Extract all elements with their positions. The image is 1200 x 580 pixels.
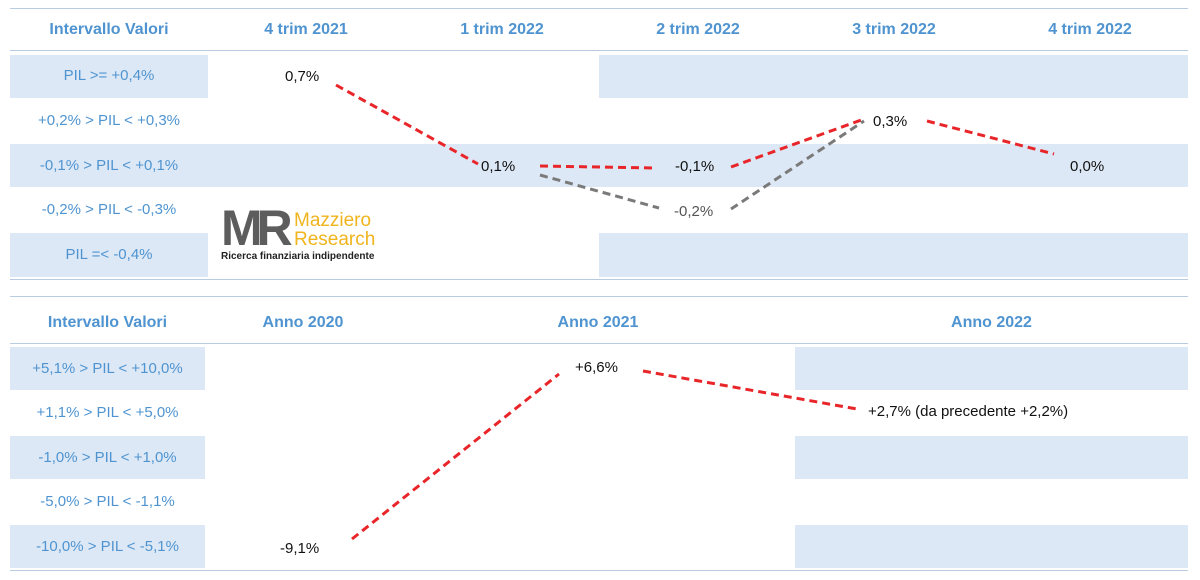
header-range: Intervallo Valori (49, 21, 169, 38)
value-label-4trim2022: 0,0% (1070, 158, 1105, 175)
row-band (795, 436, 1188, 479)
row-label: +1,1% > PIL < +5,0% (36, 404, 179, 421)
row-band (599, 233, 1188, 277)
column-header: 1 trim 2022 (460, 21, 544, 38)
red-segment (539, 164, 656, 170)
logo-name: Research (294, 229, 376, 250)
value-label-2trim2022-previous: -0,2% (674, 203, 714, 220)
value-label-2020: -9,1% (280, 540, 320, 557)
row-label: PIL =< -0,4% (65, 246, 153, 263)
row-label: -10,0% > PIL < -5,1% (36, 538, 179, 555)
row-label: +0,2% > PIL < +0,3% (37, 112, 181, 129)
top-rule (10, 296, 1188, 297)
value-label-1trim2022: 0,1% (481, 158, 516, 175)
column-header: Anno 2022 (951, 314, 1032, 331)
row-band (10, 144, 1188, 187)
red-segment (926, 119, 1055, 156)
red-segment (335, 83, 479, 166)
column-header: Anno 2020 (262, 314, 344, 331)
column-header: Anno 2021 (557, 314, 639, 331)
red-segment (642, 369, 858, 411)
header-divider (10, 50, 1188, 51)
value-label-2trim2022: -0,1% (675, 158, 715, 175)
row-band (10, 233, 208, 277)
row-label: -5,0% > PIL < -1,1% (40, 493, 175, 510)
logo-name: Mazziero (294, 210, 372, 231)
mazziero-research-logo: MR Mazziero Research Ricerca finanziaria… (221, 203, 411, 265)
gray-segment (539, 173, 660, 210)
column-header: 2 trim 2022 (656, 21, 740, 38)
value-label-2022: +2,7% (da precedente +2,2%) (868, 403, 1069, 420)
row-band (10, 55, 208, 98)
logo-mark: MR (221, 200, 293, 256)
bottom-rule (10, 279, 1188, 280)
row-band (10, 436, 205, 479)
logo-tagline: Ricerca finanziaria indipendente (221, 251, 375, 262)
value-label-2021: +6,6% (575, 359, 618, 376)
column-header: 4 trim 2022 (1048, 21, 1132, 38)
value-label-3trim2022: 0,3% (873, 113, 908, 130)
bottom-rule (10, 570, 1188, 571)
value-label-4trim2021: 0,7% (285, 68, 320, 85)
red-segment (730, 117, 865, 169)
row-label: +5,1% > PIL < +10,0% (32, 360, 183, 377)
row-band (10, 347, 205, 390)
row-band (10, 525, 205, 568)
row-label: -1,0% > PIL < +1,0% (38, 449, 177, 466)
red-segment (351, 372, 560, 541)
row-band (795, 347, 1188, 390)
header-divider (10, 343, 1188, 344)
row-label: PIL >= +0,4% (63, 67, 155, 84)
row-label: -0,1% > PIL < +0,1% (39, 157, 179, 174)
top-rule (10, 8, 1188, 9)
column-header: 3 trim 2022 (852, 21, 936, 38)
row-band (795, 525, 1188, 568)
column-header: 4 trim 2021 (264, 21, 348, 38)
header-range: Intervallo Valori (47, 314, 168, 331)
gray-segment (730, 119, 865, 211)
row-band (599, 55, 1188, 98)
row-label: -0,2% > PIL < -0,3% (41, 201, 177, 218)
